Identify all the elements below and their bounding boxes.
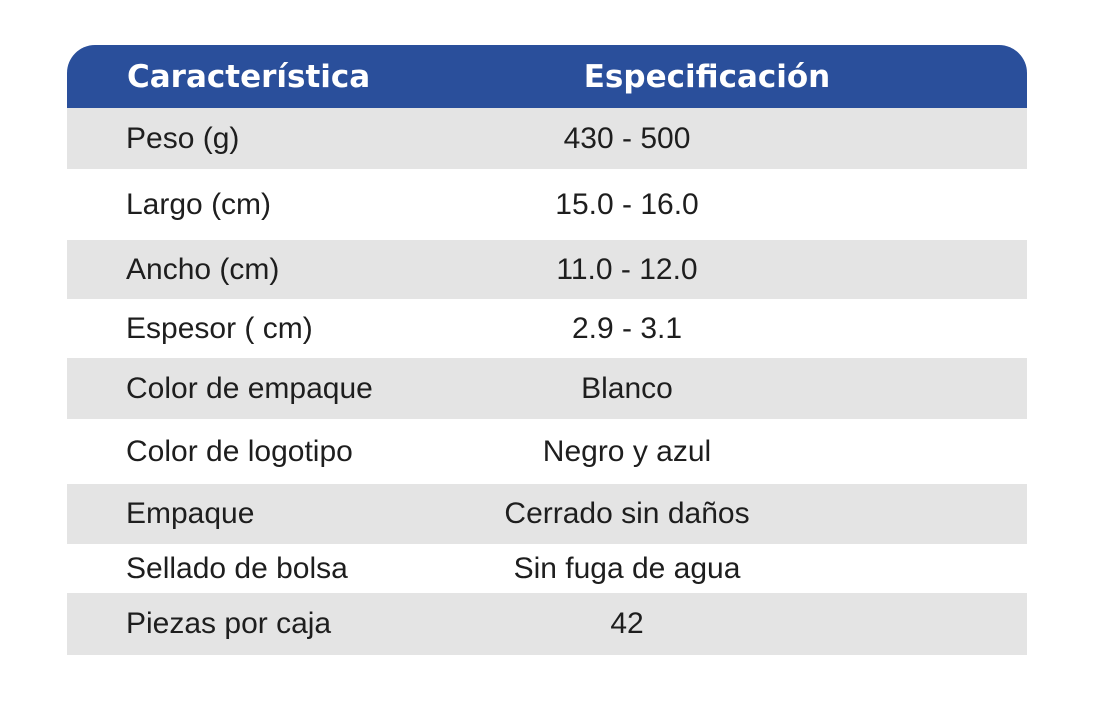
row-value: Blanco [581, 371, 673, 405]
row-value: Negro y azul [542, 434, 712, 468]
row-label: Largo (cm) [126, 187, 272, 221]
table-row: Sellado de bolsa Sin fuga de agua [67, 544, 1027, 593]
table-row: Peso (g) 430 - 500 [67, 108, 1027, 169]
row-label: Sellado de bolsa [126, 551, 348, 585]
table-row: Largo (cm) 15.0 - 16.0 [67, 169, 1027, 240]
row-value: 430 - 500 [563, 121, 691, 155]
row-value: Sin fuga de agua [513, 551, 741, 585]
row-label: Color de empaque [126, 371, 373, 405]
row-value: 42 [610, 607, 644, 640]
spec-table: Característica Especificación Peso (g) 4… [67, 45, 1027, 655]
table-row: Color de logotipo Negro y azul [67, 419, 1027, 484]
table-row: Ancho (cm) 11.0 - 12.0 [67, 240, 1027, 299]
row-value: Cerrado sin daños [504, 497, 750, 530]
table-row: Empaque Cerrado sin daños [67, 484, 1027, 544]
table-row: Espesor ( cm) 2.9 - 3.1 [67, 299, 1027, 358]
row-label: Espesor ( cm) [126, 311, 313, 345]
row-label: Piezas por caja [126, 607, 332, 640]
row-label: Empaque [126, 497, 255, 530]
table-row: Piezas por caja 42 [67, 593, 1027, 655]
row-value: 11.0 - 12.0 [556, 252, 698, 286]
header-specification: Especificación [583, 59, 831, 95]
row-label: Color de logotipo [126, 434, 353, 468]
table-row: Color de empaque Blanco [67, 358, 1027, 419]
row-label: Peso (g) [126, 121, 240, 155]
header-characteristic: Característica [127, 59, 371, 95]
row-value: 2.9 - 3.1 [571, 311, 683, 345]
row-value: 15.0 - 16.0 [555, 187, 699, 221]
row-label: Ancho (cm) [126, 252, 280, 286]
table-header: Característica Especificación [67, 45, 1027, 108]
